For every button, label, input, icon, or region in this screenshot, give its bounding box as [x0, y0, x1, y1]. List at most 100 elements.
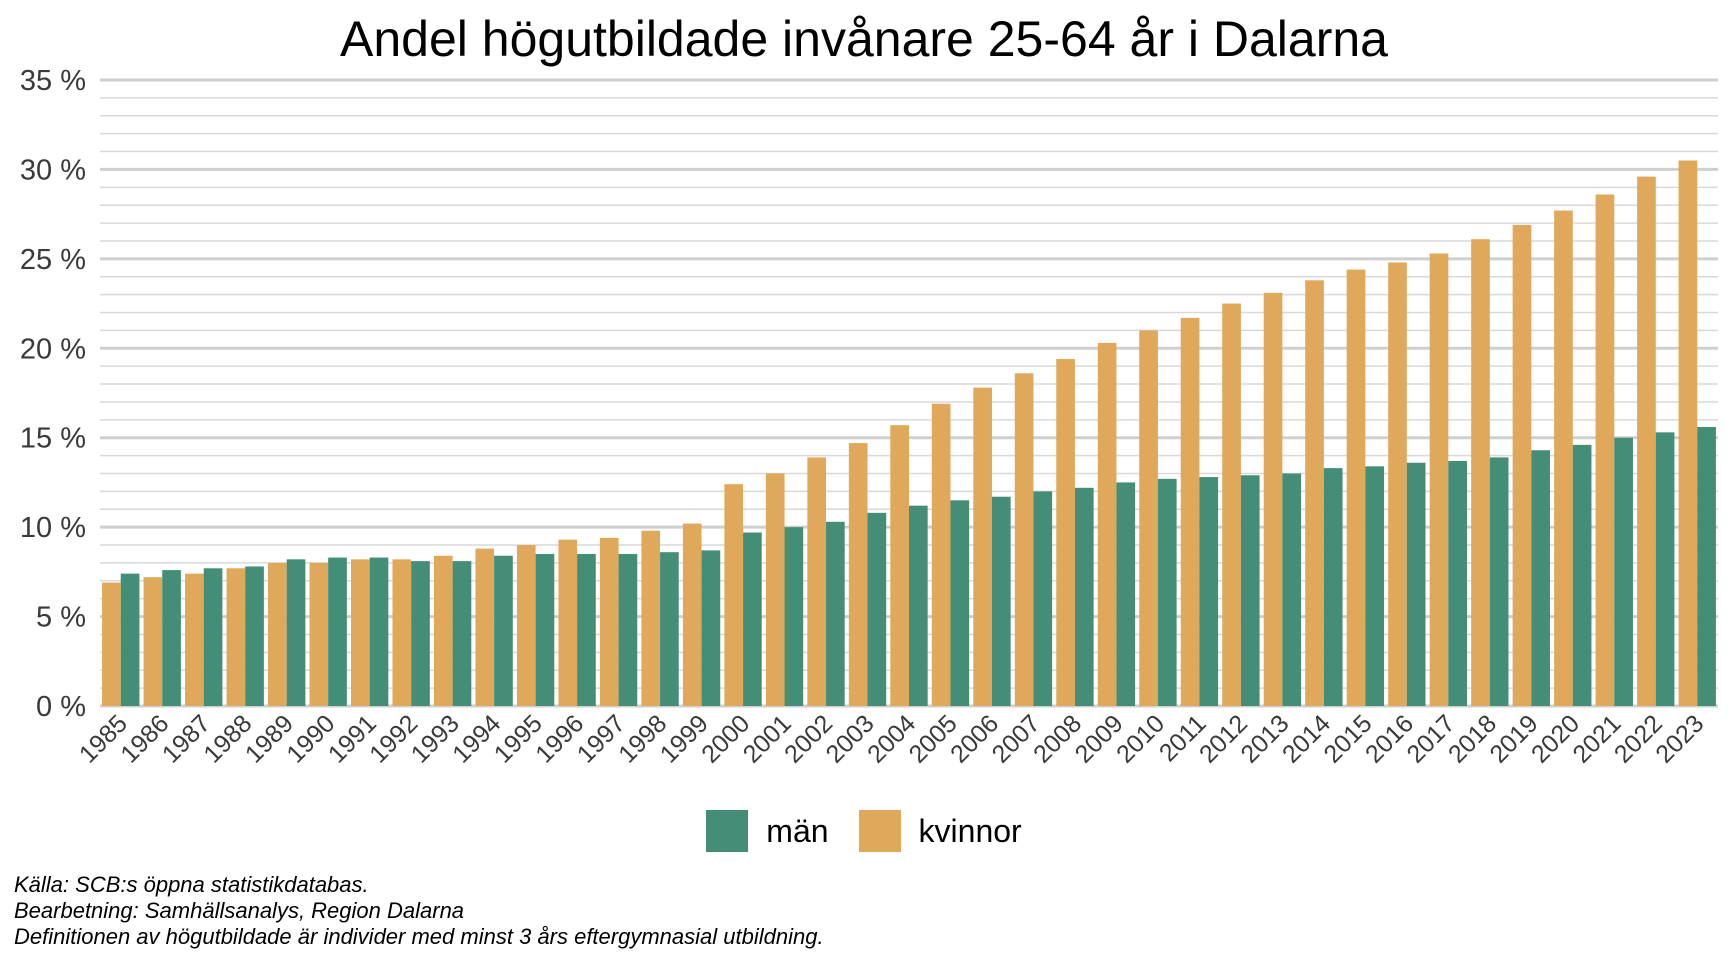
bar-man-2018: [1489, 457, 1509, 706]
bar-kvinnor-2020: [1554, 210, 1573, 706]
legend-swatch-kvinnor: [858, 810, 901, 852]
bar-kvinnor-2022: [1637, 176, 1656, 706]
bar-man-2013: [1282, 473, 1302, 706]
bar-man-1994: [494, 555, 513, 706]
bar-man-2010: [1157, 478, 1177, 706]
bar-kvinnor-2004: [890, 425, 909, 706]
bar-kvinnor-2017: [1429, 253, 1449, 706]
bar-kvinnor-2003: [848, 443, 868, 706]
bar-man-1989: [286, 559, 306, 706]
bar-kvinnor-2001: [765, 473, 785, 706]
bar-kvinnor-2009: [1097, 342, 1117, 706]
bar-man-1998: [660, 552, 679, 706]
bar-man-2005: [950, 500, 970, 706]
y-tick-label: 35 %: [20, 65, 86, 97]
bar-kvinnor-1995: [516, 545, 536, 706]
bar-kvinnor-2016: [1388, 262, 1407, 706]
bar-man-2012: [1240, 475, 1260, 706]
legend-swatch-man: [706, 810, 749, 852]
bar-kvinnor-1986: [143, 577, 163, 706]
bar-kvinnor-2018: [1471, 239, 1490, 706]
legend-item-kvinnor: kvinnor: [858, 810, 1022, 852]
bar-kvinnor-2005: [931, 403, 951, 706]
y-tick-label: 15 %: [20, 423, 86, 455]
bar-man-1988: [245, 566, 264, 706]
bar-man-1995: [535, 553, 555, 706]
bar-kvinnor-2000: [724, 484, 744, 706]
bar-kvinnor-1990: [309, 562, 329, 706]
legend: män kvinnor: [0, 810, 1728, 852]
y-tick-label: 30 %: [20, 154, 86, 186]
bar-man-2021: [1614, 437, 1633, 706]
bar-kvinnor-2012: [1222, 303, 1241, 706]
bar-kvinnor-1999: [682, 523, 702, 706]
bar-kvinnor-2002: [807, 457, 827, 706]
bar-man-1991: [369, 557, 389, 706]
bar-kvinnor-1996: [558, 539, 578, 706]
legend-label-man: män: [766, 812, 829, 849]
bar-kvinnor-1997: [599, 537, 619, 706]
bar-man-2019: [1531, 450, 1550, 706]
processing-note: Bearbetning: Samhällsanalys, Region Dala…: [14, 898, 465, 923]
bar-man-2004: [909, 505, 928, 706]
bar-kvinnor-1988: [226, 568, 246, 706]
bar-man-2023: [1697, 426, 1716, 706]
bar-man-1986: [162, 570, 181, 706]
y-tick-label: 0 %: [36, 691, 86, 723]
y-tick-label: 25 %: [20, 244, 86, 276]
bar-man-2001: [784, 527, 804, 706]
bar-man-1997: [618, 553, 638, 706]
y-tick-label: 10 %: [20, 512, 86, 544]
bar-man-2008: [1074, 487, 1094, 706]
bar-kvinnor-2013: [1263, 292, 1283, 706]
legend-item-man: män: [706, 810, 829, 852]
bar-man-2015: [1365, 466, 1385, 706]
bar-man-1992: [411, 561, 430, 706]
bar-kvinnor-2011: [1180, 317, 1200, 706]
bar-man-1987: [203, 568, 223, 706]
bar-man-2016: [1406, 462, 1426, 706]
bar-kvinnor-2010: [1139, 330, 1158, 706]
bar-man-1999: [701, 550, 721, 706]
bar-man-2009: [1116, 482, 1136, 706]
legend-label-kvinnor: kvinnor: [918, 812, 1022, 849]
bar-man-1996: [577, 553, 596, 706]
bar-kvinnor-2008: [1056, 359, 1075, 706]
bar-kvinnor-1993: [433, 555, 453, 706]
bar-kvinnor-2023: [1678, 160, 1698, 706]
bar-man-1985: [120, 573, 140, 706]
chart-title: Andel högutbildade invånare 25-64 år i D…: [340, 11, 1388, 67]
definition-note: Definitionen av högutbildade är individe…: [14, 924, 824, 949]
bar-kvinnor-1985: [102, 582, 121, 706]
bar-man-2020: [1572, 444, 1592, 706]
bar-kvinnor-2006: [973, 387, 992, 706]
y-tick-label: 5 %: [36, 602, 86, 634]
bar-kvinnor-2021: [1595, 194, 1615, 706]
bar-man-2014: [1323, 468, 1343, 706]
bar-kvinnor-2015: [1346, 269, 1366, 706]
bar-man-2002: [826, 521, 845, 706]
source-note: Källa: SCB:s öppna statistikdatabas.: [14, 872, 369, 897]
bar-kvinnor-1994: [475, 548, 495, 706]
bar-kvinnor-2007: [1014, 373, 1034, 706]
x-axis-ticks: 1985198619871988198919901991199219931994…: [74, 709, 1710, 768]
y-axis-ticks: 0 % 5 % 10 % 15 % 20 % 25 % 30 % 35 %: [20, 65, 86, 723]
bar-man-2011: [1199, 477, 1219, 706]
bar-kvinnor-1992: [392, 559, 412, 706]
bar-man-2007: [1033, 491, 1053, 706]
bar-man-1990: [328, 557, 347, 706]
bar-man-2022: [1655, 432, 1675, 706]
bar-man-2017: [1448, 460, 1468, 706]
bar-man-1993: [452, 561, 472, 706]
bar-man-2000: [743, 532, 762, 706]
bar-kvinnor-1998: [641, 530, 661, 706]
bar-man-2003: [867, 512, 887, 706]
bar-kvinnor-1989: [268, 562, 287, 706]
bar-kvinnor-1987: [185, 573, 204, 706]
bar-kvinnor-1991: [350, 559, 370, 706]
bar-kvinnor-2019: [1512, 224, 1532, 707]
y-tick-label: 20 %: [20, 333, 86, 365]
footnotes: Källa: SCB:s öppna statistikdatabas. Bea…: [14, 872, 824, 950]
bar-kvinnor-2014: [1305, 280, 1324, 706]
